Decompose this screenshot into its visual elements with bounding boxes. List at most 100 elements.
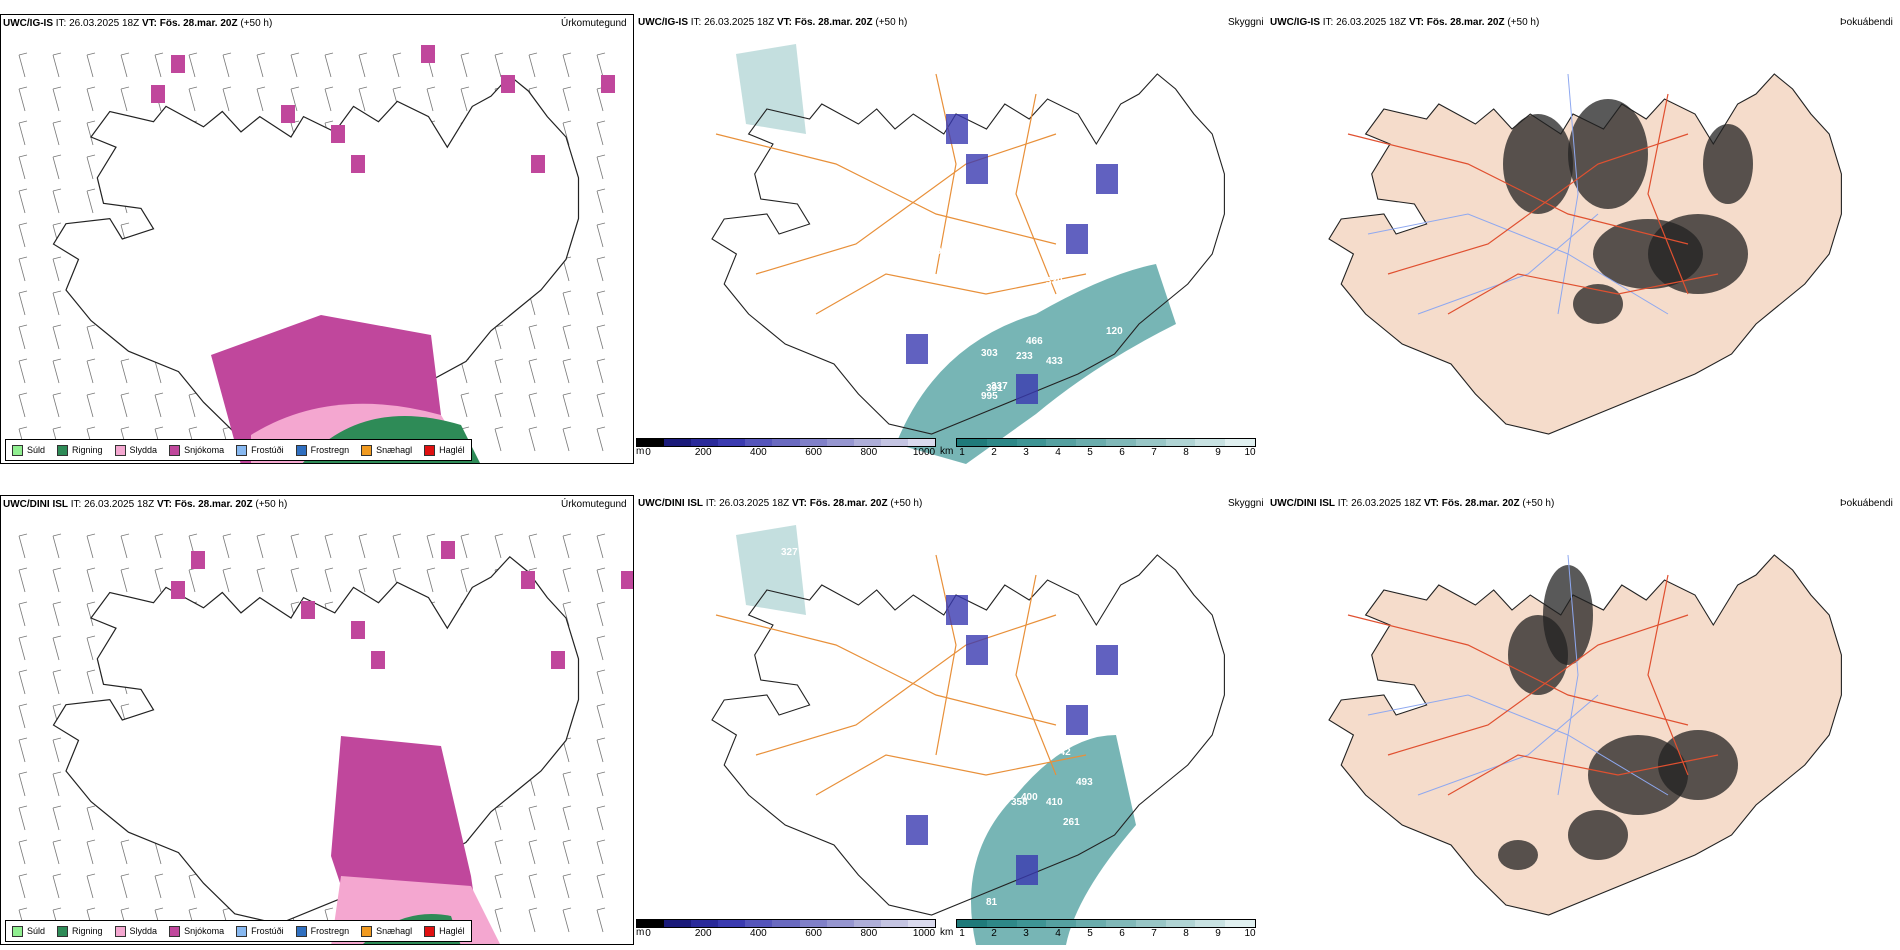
wind-barb (596, 805, 606, 809)
road-line (1015, 574, 1057, 776)
wind-barb (120, 873, 130, 877)
wind-barb (18, 739, 26, 763)
wind-barb (18, 256, 28, 260)
init-time-label: IT: (705, 498, 717, 509)
wind-barb (52, 258, 60, 282)
legend-swatch (57, 444, 69, 456)
wind-barb (596, 428, 604, 452)
legend-swatch (236, 925, 248, 937)
init-time: 26.03.2025 18Z (69, 18, 140, 29)
colorbar-ticks: 1 2 3 4 5 6 7 8 9 10 (956, 447, 1256, 459)
wind-barb (596, 705, 604, 729)
wind-barb (324, 120, 334, 124)
wind-barb (324, 907, 334, 911)
low-ceiling-cell (1016, 374, 1038, 404)
wind-barb (426, 567, 436, 571)
wind-barb (596, 324, 606, 328)
legend-item: Snjókoma (169, 925, 224, 937)
wind-barb (18, 324, 28, 328)
legend-label: Frostúði (251, 445, 284, 455)
wind-barb (460, 86, 470, 90)
wind-barb (52, 669, 62, 673)
lead-time: (+50 h) (875, 17, 908, 28)
wind-barb (528, 533, 538, 537)
wind-barb (52, 326, 60, 350)
colorbar-segment (1105, 920, 1136, 927)
lead-time: (+50 h) (1522, 498, 1555, 509)
wind-barb (528, 358, 538, 362)
wind-barb (494, 326, 502, 350)
legend-label: Frostregn (310, 445, 350, 455)
valid-time-label: VT: (791, 498, 807, 509)
iceland-outline (52, 555, 580, 925)
colorbar-segment (957, 439, 987, 446)
wind-barb (120, 360, 128, 384)
colorbar-segment (1046, 439, 1077, 446)
fog-patch (1648, 214, 1748, 294)
wind-barb (596, 256, 606, 260)
fog-map (1328, 73, 1842, 435)
legend-label: Rigning (72, 926, 103, 936)
wind-barb (52, 360, 60, 384)
wind-barb (86, 120, 96, 124)
wind-barb (52, 873, 62, 877)
wind-barb (596, 190, 604, 214)
wind-barb (154, 841, 162, 865)
fog-patch (1658, 730, 1738, 800)
wind-barb (154, 426, 164, 430)
wind-barb (358, 88, 366, 112)
wind-barb (324, 535, 332, 559)
wind-barb (52, 426, 62, 430)
colorbar-segments (636, 438, 936, 447)
wind-barb (256, 535, 264, 559)
wind-barb (86, 635, 96, 639)
colorbar-segment (826, 920, 854, 927)
wind-barb (86, 86, 96, 90)
wind-barb (86, 567, 96, 571)
ceiling-value: 272 (981, 296, 998, 307)
colorbar-segment (957, 920, 987, 927)
ceiling-value: 764 (1041, 712, 1058, 723)
wind-barb (120, 426, 130, 430)
wind-barb (86, 839, 96, 843)
colorbar-segments (956, 919, 1256, 928)
wind-barb (154, 567, 164, 571)
precip-type-panel: UWC/IG-IS IT: 26.03.2025 18Z VT: Fös. 28… (0, 14, 634, 464)
wind-barb (562, 773, 570, 797)
road-line (755, 133, 1057, 275)
snow-cell (601, 75, 615, 93)
model-name: UWC/DINI ISL (638, 498, 703, 509)
wind-barb (324, 54, 332, 78)
wind-barb (188, 533, 198, 537)
legend-item: Frostúði (236, 444, 284, 456)
legend-label: Súld (27, 445, 46, 455)
wind-barb (18, 567, 28, 571)
wind-barb (290, 535, 298, 559)
wind-barb (358, 535, 366, 559)
snow-cell (281, 105, 295, 123)
low-ceiling-cell (946, 595, 968, 625)
wind-barb (18, 122, 26, 146)
wind-barb (120, 358, 130, 362)
colorbar-segment (1195, 920, 1226, 927)
wind-barb (52, 188, 62, 192)
wind-barb (426, 88, 434, 112)
wind-barb (18, 88, 26, 112)
wind-barb (86, 122, 94, 146)
road-line (1387, 614, 1689, 756)
wind-barb (154, 52, 164, 56)
wind-barb (596, 52, 606, 56)
wind-barb (86, 601, 96, 605)
model-name: UWC/IG-IS (3, 18, 53, 29)
wind-barb (596, 156, 604, 180)
colorbar-segment (799, 920, 827, 927)
wind-barb (86, 360, 94, 384)
wind-barb (562, 292, 570, 316)
wind-barb (562, 603, 570, 627)
wind-barb (52, 256, 62, 260)
wind-barb (86, 569, 94, 593)
wind-barb (52, 394, 60, 418)
colorbar-segment (1195, 439, 1226, 446)
wind-barb (18, 635, 28, 639)
